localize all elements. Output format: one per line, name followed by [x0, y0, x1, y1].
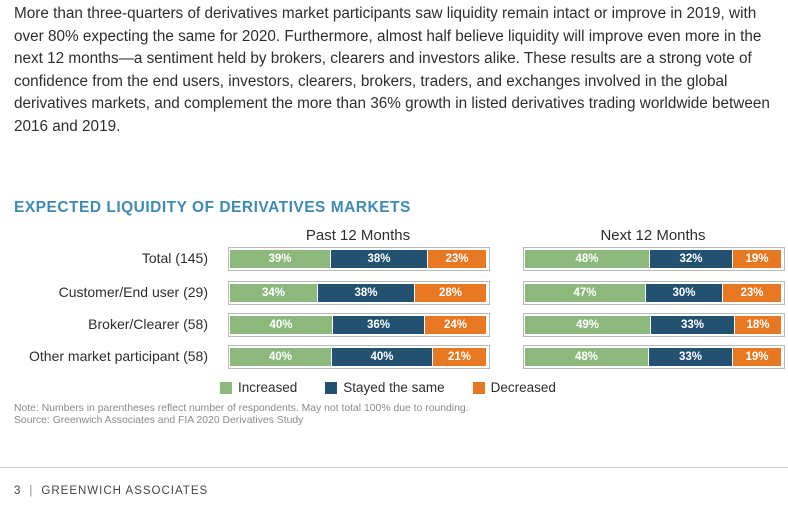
bar-segment-decreased: 23% — [427, 250, 486, 268]
intro-paragraph: More than three-quarters of derivatives … — [14, 5, 770, 135]
bar-row-1-0: 48% 32% 19% — [523, 247, 785, 271]
row-label-other: Other market participant (58) — [29, 348, 208, 364]
bar-segment-stayed-the-same: 36% — [332, 316, 424, 334]
row-label-total: Total (145) — [141, 250, 208, 266]
bar-segment-decreased: 18% — [734, 316, 781, 334]
bar-segment-decreased: 21% — [432, 348, 486, 366]
bar-row-0-1: 34% 38% 28% — [228, 281, 490, 305]
legend-item-increased: Increased — [220, 380, 297, 395]
bar-row-0-0: 39% 38% 23% — [228, 247, 490, 271]
legend-item-stayed: Stayed the same — [325, 380, 445, 395]
bar-segment-increased: 34% — [230, 284, 317, 302]
bar-row-1-3: 48% 33% 19% — [523, 345, 785, 369]
footer-separator: | — [29, 485, 34, 497]
legend-item-decreased: Decreased — [472, 380, 556, 395]
row-label-broker: Broker/Clearer (58) — [88, 316, 208, 332]
footer-divider — [0, 467, 788, 468]
bar-segment-increased: 49% — [525, 316, 650, 334]
row-label-customer: Customer/End user (29) — [58, 284, 208, 300]
bar-segment-decreased: 23% — [722, 284, 781, 302]
chart-note: Note: Numbers in parentheses reflect num… — [14, 403, 469, 414]
bar-segment-increased: 40% — [230, 348, 331, 366]
footer-brand: GREENWICH ASSOCIATES — [41, 485, 209, 497]
bar-segment-increased: 40% — [230, 316, 332, 334]
bar-segment-decreased: 24% — [424, 316, 486, 334]
legend-swatch-increased — [220, 381, 232, 394]
chart-title: EXPECTED LIQUIDITY OF DERIVATIVES MARKET… — [14, 199, 411, 216]
bar-row-0-2: 40% 36% 24% — [228, 313, 490, 337]
legend-label-stayed: Stayed the same — [343, 380, 445, 395]
bar-segment-decreased: 28% — [414, 284, 486, 302]
legend-swatch-stayed — [325, 381, 338, 394]
bar-segment-stayed-the-same: 33% — [648, 348, 732, 366]
bar-row-1-2: 49% 33% 18% — [523, 313, 785, 337]
legend-swatch-decreased — [472, 381, 485, 394]
bar-segment-decreased: 19% — [732, 250, 781, 268]
chart-source: Source: Greenwich Associates and FIA 202… — [14, 415, 304, 426]
bar-segment-decreased: 19% — [732, 348, 781, 366]
legend-label-increased: Increased — [238, 380, 298, 395]
legend: Increased Stayed the same Decreased — [220, 380, 584, 395]
bar-segment-stayed-the-same: 33% — [650, 316, 734, 334]
bar-row-1-1: 47% 30% 23% — [523, 281, 785, 305]
bar-row-0-3: 40% 40% 21% — [228, 345, 490, 369]
bar-segment-increased: 47% — [525, 284, 645, 302]
bar-segment-stayed-the-same: 32% — [649, 250, 732, 268]
panel-title-past: Past 12 Months — [305, 227, 411, 244]
bar-segment-stayed-the-same: 38% — [330, 250, 427, 268]
page-number: 3 — [14, 485, 22, 497]
bar-segment-increased: 48% — [525, 348, 648, 366]
bar-segment-increased: 48% — [525, 250, 649, 268]
page-footer: 3 | GREENWICH ASSOCIATES — [14, 485, 208, 497]
bar-segment-stayed-the-same: 40% — [331, 348, 432, 366]
panel-title-next: Next 12 Months — [600, 227, 706, 244]
bar-segment-stayed-the-same: 30% — [645, 284, 722, 302]
legend-label-decreased: Decreased — [490, 380, 556, 395]
bar-segment-stayed-the-same: 38% — [317, 284, 414, 302]
bar-segment-increased: 39% — [230, 250, 330, 268]
